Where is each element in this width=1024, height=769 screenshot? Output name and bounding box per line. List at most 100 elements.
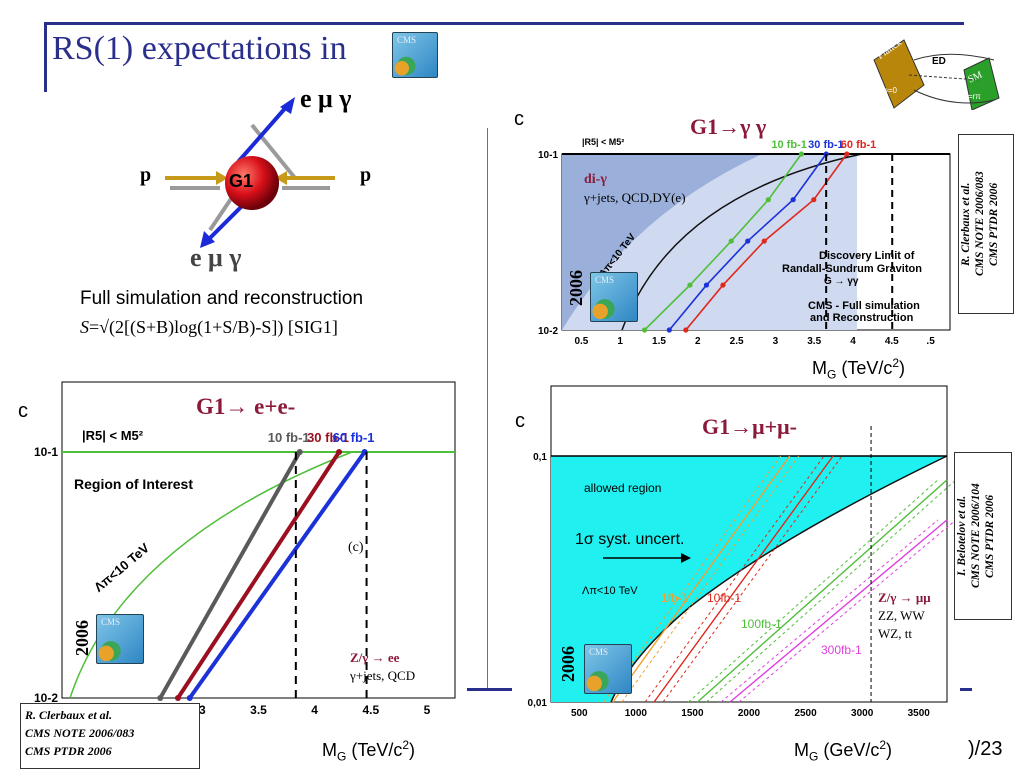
graviton-diagram bbox=[165, 97, 335, 248]
mm-series-band bbox=[621, 455, 800, 703]
inset-r0: rφ=0 bbox=[880, 86, 897, 95]
ee-series-label: 10 fb-1 bbox=[268, 430, 310, 445]
ee-ytick: 10-2 bbox=[34, 691, 58, 705]
gg-series-label: 60 fb-1 bbox=[841, 139, 876, 151]
inset-rpi: rφ=rπ bbox=[960, 92, 981, 101]
rs-geometry-inset bbox=[873, 39, 1000, 110]
mm-series-band bbox=[720, 519, 939, 703]
gg-data-point bbox=[811, 197, 817, 203]
top-final-state: e μ γ bbox=[300, 84, 352, 113]
ee-ytick: 10-1 bbox=[34, 445, 58, 459]
gg-data-point bbox=[790, 197, 796, 203]
ee-lambda-curve bbox=[69, 451, 353, 699]
ee-reference: R. Clerbaux et al. CMS NOTE 2006/083 CMS P… bbox=[20, 703, 200, 769]
gg-data-point bbox=[666, 327, 672, 333]
ee-xtick: 4 bbox=[311, 703, 318, 717]
mm-xtick: 3000 bbox=[851, 708, 874, 719]
mm-series-band bbox=[603, 455, 782, 703]
ee-series-label: 60 fb-1 bbox=[333, 430, 375, 445]
gg-ytick: 10-1 bbox=[538, 150, 558, 161]
mm-reference: I. Belotelov et al. CMS NOTE 2006/104 CMS … bbox=[954, 452, 1012, 620]
mm-series-label: 1fb-1 bbox=[661, 591, 689, 605]
gg-data-point bbox=[745, 238, 751, 244]
slide-title: RS(1) expectations in bbox=[52, 30, 347, 67]
mm-region-text: allowed region bbox=[584, 481, 662, 495]
ee-xtick: 3.5 bbox=[250, 703, 267, 717]
bottom-rule-right bbox=[960, 688, 972, 691]
mm-lambda-label: Λπ<10 TeV bbox=[582, 585, 638, 597]
mm-series-label: 10fb-1 bbox=[707, 591, 741, 605]
mm-title: G1→μ+μ- bbox=[702, 414, 797, 439]
gg-data-point bbox=[844, 151, 850, 157]
chart-gg: 10 fb-1 30 fb-160 fb-1 0.5 1 1.5 2 2.5 3 3.5 4 4.5… bbox=[538, 139, 951, 347]
ee-title: G1→ e+e- bbox=[196, 394, 296, 419]
ee-data-point bbox=[296, 449, 303, 455]
title-rule bbox=[44, 22, 964, 25]
ee-series-line bbox=[188, 450, 367, 700]
ee-series-line bbox=[158, 451, 302, 699]
mm-legend-header: Z/γ → μμ bbox=[878, 590, 931, 605]
gg-xtick: 2 bbox=[695, 336, 701, 347]
significance-formula: S=√(2[(S+B)log(1+S/B)-S]) [SIG1] bbox=[80, 317, 338, 337]
mm-legend-text-2: WZ, tt bbox=[878, 626, 912, 641]
gg-series-label: 30 fb-1 bbox=[808, 139, 843, 151]
mm-year-tag: 2006 bbox=[558, 646, 578, 682]
title-rule-left bbox=[44, 22, 47, 92]
mm-series-line bbox=[697, 479, 948, 703]
ee-xtick: 3 bbox=[199, 703, 206, 717]
mm-series-band bbox=[662, 455, 843, 703]
ee-xtick: 5 bbox=[424, 703, 431, 717]
ee-region-label: |R5| < M5² bbox=[82, 428, 144, 443]
mm-series-label: 100fb-1 bbox=[741, 617, 782, 631]
gg-xtick: 4.5 bbox=[885, 336, 899, 347]
simulation-text: Full simulation and reconstruction bbox=[80, 288, 364, 309]
gg-annot-2: Randall-Sundrum Graviton bbox=[782, 263, 922, 275]
ee-series-line bbox=[176, 450, 341, 700]
ee-series-label: 30 fb-1 bbox=[307, 430, 349, 445]
gg-year-tag: 2006 bbox=[566, 270, 586, 306]
mm-series-line bbox=[653, 455, 834, 703]
gg-annot-3: G → γγ bbox=[824, 276, 859, 287]
gg-cms-logo: CMS bbox=[590, 272, 638, 322]
mm-xtick: 3500 bbox=[908, 708, 931, 719]
gg-data-point bbox=[703, 282, 710, 288]
mm-xtick: 1500 bbox=[681, 708, 704, 719]
beam-left-label: p bbox=[140, 164, 152, 186]
chart-gg-panel: 10 fb-1 30 fb-1 60 fb-1 0.5 1 1.5 2 2.5 3 3.5 4 4.5… bbox=[520, 112, 960, 362]
bottom-final-state: e μ γ bbox=[190, 243, 242, 272]
gg-data-point bbox=[720, 282, 726, 288]
gg-reference: R. Clerbaux et al. CMS NOTE 2006/083 CMS P… bbox=[958, 134, 1014, 314]
gg-xtick: 3 bbox=[773, 336, 779, 347]
gg-data-point bbox=[683, 327, 689, 333]
mm-series-band bbox=[644, 455, 825, 703]
gg-series-label: 10 fb-1 bbox=[771, 139, 806, 151]
gg-title: G1→γ γ bbox=[690, 114, 767, 139]
mm-series-band bbox=[688, 479, 939, 703]
ee-data-point bbox=[157, 695, 164, 701]
ee-data-point bbox=[174, 695, 181, 701]
mm-panel-letter: c bbox=[515, 410, 525, 432]
gg-xtick: 1 bbox=[617, 336, 623, 347]
inset-ed: ED bbox=[932, 56, 946, 67]
ee-cms-logo: CMS bbox=[96, 614, 144, 664]
gg-annot-4: CMS - Full simulation bbox=[808, 300, 920, 312]
ee-region-text: Region of Interest bbox=[74, 476, 194, 492]
mm-lambda-curve bbox=[610, 455, 948, 703]
ee-legend-text: γ+jets, QCD bbox=[350, 668, 416, 683]
gg-region-label: |R5| < M5² bbox=[582, 137, 625, 147]
ee-panel-letter: c bbox=[18, 400, 28, 422]
gg-xtick: 4 bbox=[850, 336, 856, 347]
mm-series-band bbox=[706, 480, 955, 703]
gg-excluded-region bbox=[562, 154, 762, 330]
gg-data-point bbox=[765, 197, 771, 203]
gg-panel-letter: c bbox=[514, 108, 524, 130]
mm-xlabel: MG (GeV/c2) bbox=[794, 738, 893, 764]
gg-annot-5: and Reconstruction bbox=[810, 312, 914, 324]
gg-data-point bbox=[761, 238, 767, 244]
beam-right-label: p bbox=[360, 164, 372, 186]
page-number: )/23 bbox=[968, 738, 1003, 760]
gg-xtick: 0.5 bbox=[574, 336, 588, 347]
gg-data-point bbox=[728, 238, 734, 244]
cms-logo-title: CMS bbox=[392, 32, 438, 78]
ee-xtick: 4.5 bbox=[362, 703, 379, 717]
